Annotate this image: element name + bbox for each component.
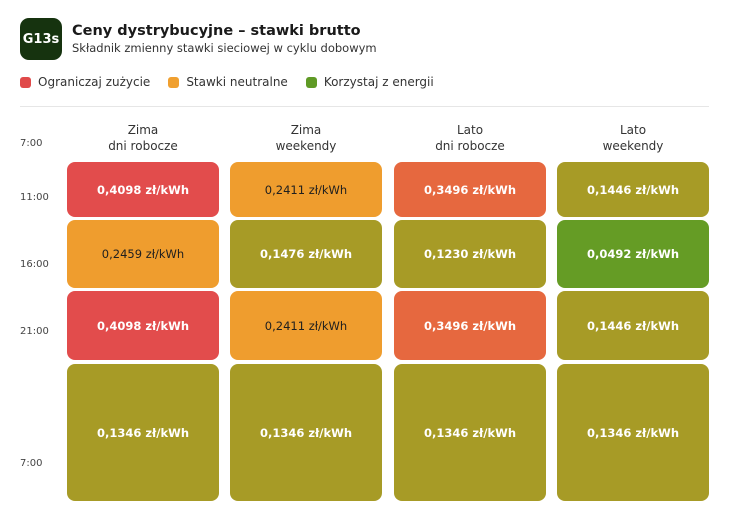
rate-cell: 0,1346 zł/kWh (67, 364, 219, 501)
legend-label: Ograniczaj zużycie (38, 75, 151, 89)
rate-cell: 0,1446 zł/kWh (557, 162, 709, 217)
column-header-winter-workdays: Zima dni robocze (67, 122, 219, 154)
time-label: 11:00 (20, 192, 49, 203)
rate-cell: 0,3496 zł/kWh (394, 162, 546, 217)
rate-cell: 0,4098 zł/kWh (67, 291, 219, 360)
time-label: 21:00 (20, 326, 49, 337)
legend: Ograniczaj zużycie Stawki neutralne Korz… (20, 75, 452, 89)
column-daytype: dni robocze (108, 139, 178, 153)
tariff-badge: G13s (20, 18, 62, 60)
column-header-summer-workdays: Lato dni robocze (394, 122, 546, 154)
rate-cell: 0,1446 zł/kWh (557, 291, 709, 360)
rate-cell: 0,1346 zł/kWh (394, 364, 546, 501)
column-season: Lato (619, 123, 647, 137)
legend-label: Korzystaj z energii (323, 75, 434, 89)
divider (20, 106, 709, 107)
header: G13s Ceny dystrybucyjne – stawki brutto … (20, 18, 377, 60)
legend-swatch-green (305, 76, 317, 88)
legend-item-limit: Ograniczaj zużycie (20, 75, 150, 89)
legend-item-neutral: Stawki neutralne (168, 75, 288, 89)
column-daytype: weekendy (275, 139, 337, 153)
rate-cell: 0,2411 zł/kWh (230, 162, 382, 217)
page-subtitle: Składnik zmienny stawki sieciowej w cykl… (72, 41, 377, 55)
column-daytype: weekendy (602, 139, 664, 153)
time-label: 16:00 (20, 259, 49, 270)
rate-cell: 0,1476 zł/kWh (230, 220, 382, 288)
rate-cell: 0,1346 zł/kWh (557, 364, 709, 501)
column-header-winter-weekends: Zima weekendy (230, 122, 382, 154)
rate-cell: 0,1230 zł/kWh (394, 220, 546, 288)
rate-cell: 0,0492 zł/kWh (557, 220, 709, 288)
legend-swatch-orange (168, 76, 180, 88)
rate-cell: 0,4098 zł/kWh (67, 162, 219, 217)
column-header-summer-weekends: Lato weekendy (557, 122, 709, 154)
legend-swatch-red (20, 76, 31, 88)
time-label: 7:00 (20, 458, 43, 469)
column-season: Zima (290, 123, 322, 137)
legend-item-use: Korzystaj z energii (305, 75, 434, 89)
column-season: Zima (127, 123, 159, 137)
page-title: Ceny dystrybucyjne – stawki brutto (72, 23, 361, 39)
rate-cell: 0,3496 zł/kWh (394, 291, 546, 360)
time-label: 7:00 (20, 138, 43, 149)
column-daytype: dni robocze (435, 139, 505, 153)
header-titles: Ceny dystrybucyjne – stawki brutto Skład… (72, 22, 377, 56)
rate-cell: 0,1346 zł/kWh (230, 364, 382, 501)
column-season: Lato (456, 123, 484, 137)
legend-label: Stawki neutralne (186, 75, 288, 89)
rate-cell: 0,2411 zł/kWh (230, 291, 382, 360)
rate-cell: 0,2459 zł/kWh (67, 220, 219, 288)
